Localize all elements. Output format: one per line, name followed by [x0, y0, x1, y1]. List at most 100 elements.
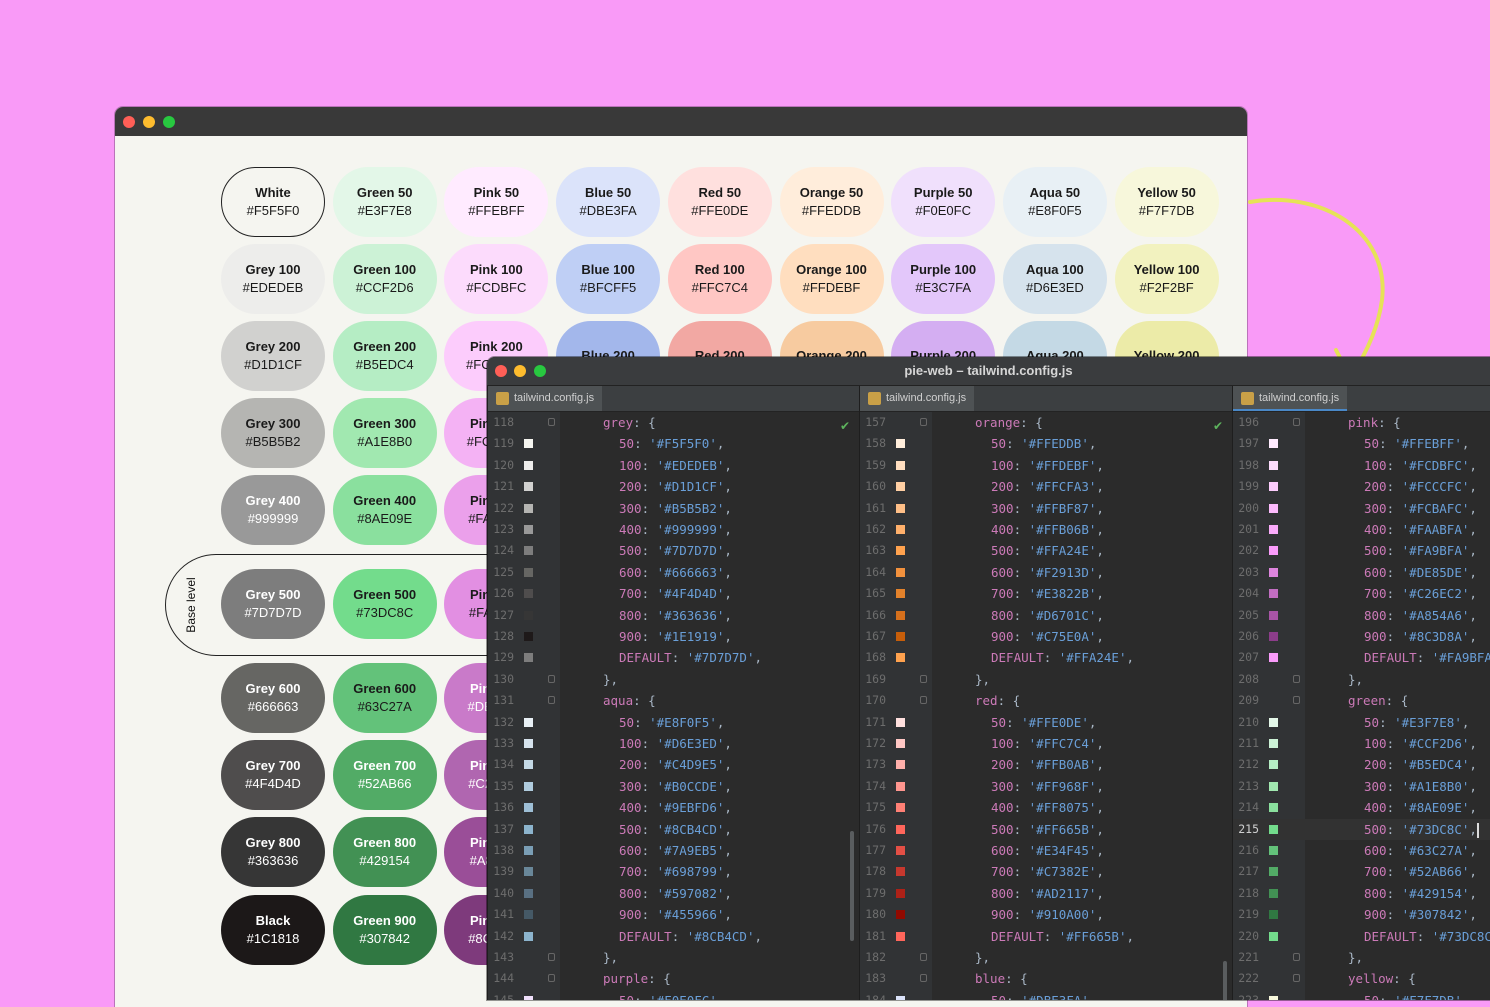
fold-marker-icon[interactable]	[548, 418, 555, 426]
color-preview-icon[interactable]	[524, 439, 533, 449]
code-line[interactable]: 179 800: '#AD2117',	[860, 883, 1233, 904]
color-preview-icon[interactable]	[896, 503, 905, 513]
tab-tailwind-config[interactable]: tailwind.config.js	[860, 386, 975, 411]
code-line[interactable]: 197 50: '#FFEBFF',	[1233, 433, 1490, 454]
color-preview-icon[interactable]	[896, 760, 905, 770]
code-line[interactable]: 213 300: '#A1E8B0',	[1233, 776, 1490, 797]
color-preview-icon[interactable]	[896, 460, 905, 470]
tab-tailwind-config[interactable]: tailwind.config.js	[1233, 386, 1348, 411]
color-preview-icon[interactable]	[896, 525, 905, 534]
code-line[interactable]: 169},	[860, 669, 1233, 690]
color-preview-icon[interactable]	[524, 803, 533, 813]
code-line[interactable]: 142 DEFAULT: '#8CB4CD',	[488, 926, 860, 947]
code-line[interactable]: 171 50: '#FFE0DE',	[860, 712, 1233, 733]
color-preview-icon[interactable]	[896, 610, 905, 620]
code-line[interactable]: 199 200: '#FCCCFC',	[1233, 476, 1490, 497]
code-line[interactable]: 166 800: '#D6701C',	[860, 605, 1233, 626]
code-line[interactable]: 168 DEFAULT: '#FFA24E',	[860, 647, 1233, 668]
color-preview-icon[interactable]	[896, 546, 905, 556]
color-preview-icon[interactable]	[1269, 803, 1278, 813]
code-line[interactable]: 175 400: '#FF8075',	[860, 797, 1233, 818]
color-preview-icon[interactable]	[896, 482, 905, 492]
code-line[interactable]: 217 700: '#52AB66',	[1233, 861, 1490, 882]
color-preview-icon[interactable]	[896, 910, 905, 920]
code-line[interactable]: 157 orange: {	[860, 412, 1233, 433]
code-line[interactable]: 178 700: '#C7382E',	[860, 861, 1233, 882]
color-preview-icon[interactable]	[1269, 653, 1278, 663]
code-line[interactable]: 128 900: '#1E1919',	[488, 626, 860, 647]
color-preview-icon[interactable]	[1269, 525, 1278, 534]
code-line[interactable]: 124 500: '#7D7D7D',	[488, 540, 860, 561]
code-line[interactable]: 183 blue: {	[860, 968, 1233, 989]
color-preview-icon[interactable]	[1269, 739, 1278, 748]
code-line[interactable]: 212 200: '#B5EDC4',	[1233, 754, 1490, 775]
editor-pane-1[interactable]: tailwind.config.js ✔ 118 grey: {119 50: '#F5…	[487, 386, 860, 1000]
color-preview-icon[interactable]	[896, 888, 905, 898]
color-preview-icon[interactable]	[896, 867, 905, 877]
color-preview-icon[interactable]	[524, 610, 533, 620]
color-preview-icon[interactable]	[896, 846, 905, 855]
color-preview-icon[interactable]	[1269, 503, 1278, 513]
code-line[interactable]: 159 100: '#FFDEBF',	[860, 455, 1233, 476]
code-line[interactable]: 180 900: '#910A00',	[860, 904, 1233, 925]
code-line[interactable]: 123 400: '#999999',	[488, 519, 860, 540]
color-preview-icon[interactable]	[896, 632, 905, 641]
code-line[interactable]: 119 50: '#F5F5F0',	[488, 433, 860, 454]
fold-marker-icon[interactable]	[920, 953, 927, 961]
minimize-window-button[interactable]	[143, 116, 155, 128]
code-line[interactable]: 138 600: '#7A9EB5',	[488, 840, 860, 861]
code-line[interactable]: 184 50: '#DBE3FA',	[860, 990, 1233, 1000]
color-preview-icon[interactable]	[1269, 439, 1278, 449]
color-preview-icon[interactable]	[896, 589, 905, 599]
code-line[interactable]: 210 50: '#E3F7E8',	[1233, 712, 1490, 733]
color-preview-icon[interactable]	[524, 503, 533, 513]
fold-marker-icon[interactable]	[1293, 696, 1300, 705]
color-preview-icon[interactable]	[524, 846, 533, 855]
code-line[interactable]: 143},	[488, 947, 860, 968]
code-line[interactable]: 125 600: '#666663',	[488, 562, 860, 583]
code-line[interactable]: 140 800: '#597082',	[488, 883, 860, 904]
color-preview-icon[interactable]	[896, 739, 905, 748]
fold-marker-icon[interactable]	[548, 974, 555, 983]
color-preview-icon[interactable]	[1269, 632, 1278, 641]
code-line[interactable]: 161 300: '#FFBF87',	[860, 498, 1233, 519]
color-preview-icon[interactable]	[524, 910, 533, 920]
color-preview-icon[interactable]	[896, 824, 905, 834]
code-line[interactable]: 162 400: '#FFB06B',	[860, 519, 1233, 540]
color-preview-icon[interactable]	[524, 867, 533, 877]
color-preview-icon[interactable]	[524, 739, 533, 748]
color-preview-icon[interactable]	[1269, 460, 1278, 470]
code-line[interactable]: 172 100: '#FFC7C4',	[860, 733, 1233, 754]
code-line[interactable]: 135 300: '#B0CCDE',	[488, 776, 860, 797]
code-line[interactable]: 177 600: '#E34F45',	[860, 840, 1233, 861]
code-line[interactable]: 211 100: '#CCF2D6',	[1233, 733, 1490, 754]
code-line[interactable]: 132 50: '#E8F0F5',	[488, 712, 860, 733]
fold-marker-icon[interactable]	[920, 974, 927, 983]
code-line[interactable]: 216 600: '#63C27A',	[1233, 840, 1490, 861]
code-line[interactable]: 202 500: '#FA9BFA',	[1233, 540, 1490, 561]
code-line[interactable]: 205 800: '#A854A6',	[1233, 605, 1490, 626]
code-line[interactable]: 167 900: '#C75E0A',	[860, 626, 1233, 647]
color-preview-icon[interactable]	[524, 781, 533, 791]
color-preview-icon[interactable]	[896, 653, 905, 663]
code-line[interactable]: 182},	[860, 947, 1233, 968]
code-line[interactable]: 219 900: '#307842',	[1233, 904, 1490, 925]
color-preview-icon[interactable]	[524, 931, 533, 941]
code-line[interactable]: 134 200: '#C4D9E5',	[488, 754, 860, 775]
code-line[interactable]: 221},	[1233, 947, 1490, 968]
color-preview-icon[interactable]	[524, 760, 533, 770]
fold-marker-icon[interactable]	[1293, 418, 1300, 426]
code-line[interactable]: 118 grey: {	[488, 412, 860, 433]
code-line[interactable]: 158 50: '#FFEDDB',	[860, 433, 1233, 454]
color-preview-icon[interactable]	[1269, 995, 1278, 1000]
close-window-button[interactable]	[123, 116, 135, 128]
color-preview-icon[interactable]	[524, 888, 533, 898]
color-preview-icon[interactable]	[524, 653, 533, 663]
fold-marker-icon[interactable]	[548, 696, 555, 705]
code-line[interactable]: 220 DEFAULT: '#73DC8C'	[1233, 926, 1490, 947]
fold-marker-icon[interactable]	[1293, 674, 1300, 683]
code-line[interactable]: 181 DEFAULT: '#FF665B',	[860, 926, 1233, 947]
code-line[interactable]: 137 500: '#8CB4CD',	[488, 819, 860, 840]
color-preview-icon[interactable]	[1269, 482, 1278, 492]
code-line[interactable]: 141 900: '#455966',	[488, 904, 860, 925]
